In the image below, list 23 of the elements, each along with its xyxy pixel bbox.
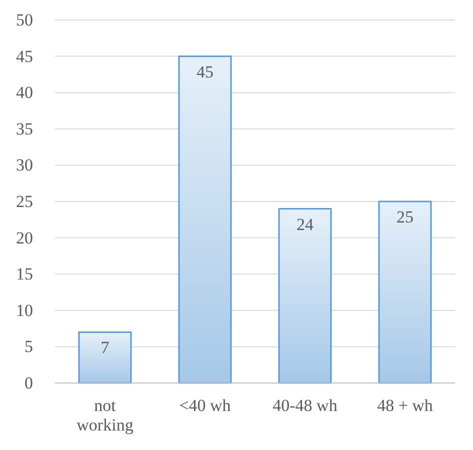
data-label: 24: [296, 214, 314, 234]
y-tick-label: 20: [16, 228, 33, 248]
y-tick-label: 50: [16, 10, 33, 30]
bar: [278, 208, 332, 384]
x-tick-label: 40-48 wh: [272, 396, 338, 415]
y-tick-label: 40: [16, 83, 33, 102]
data-label: 45: [196, 62, 214, 82]
bar: [378, 200, 432, 384]
y-tick-label: 35: [16, 119, 33, 138]
data-label: 25: [396, 208, 414, 226]
data-label: 7: [100, 338, 110, 358]
y-tick-label: 25: [16, 192, 33, 211]
x-tick-label: 48 + wh: [377, 396, 434, 415]
x-tick-label: <40 wh: [179, 396, 232, 415]
y-tick-label: 15: [16, 264, 33, 284]
bar: [178, 56, 232, 384]
y-tick-label: 0: [24, 373, 33, 392]
x-tick-label: not working: [76, 396, 134, 435]
bar: [78, 331, 132, 384]
y-tick-label: 45: [16, 46, 33, 66]
y-tick-label: 10: [16, 300, 33, 320]
y-tick-label: 30: [16, 156, 33, 175]
y-tick-label: 5: [24, 337, 33, 356]
